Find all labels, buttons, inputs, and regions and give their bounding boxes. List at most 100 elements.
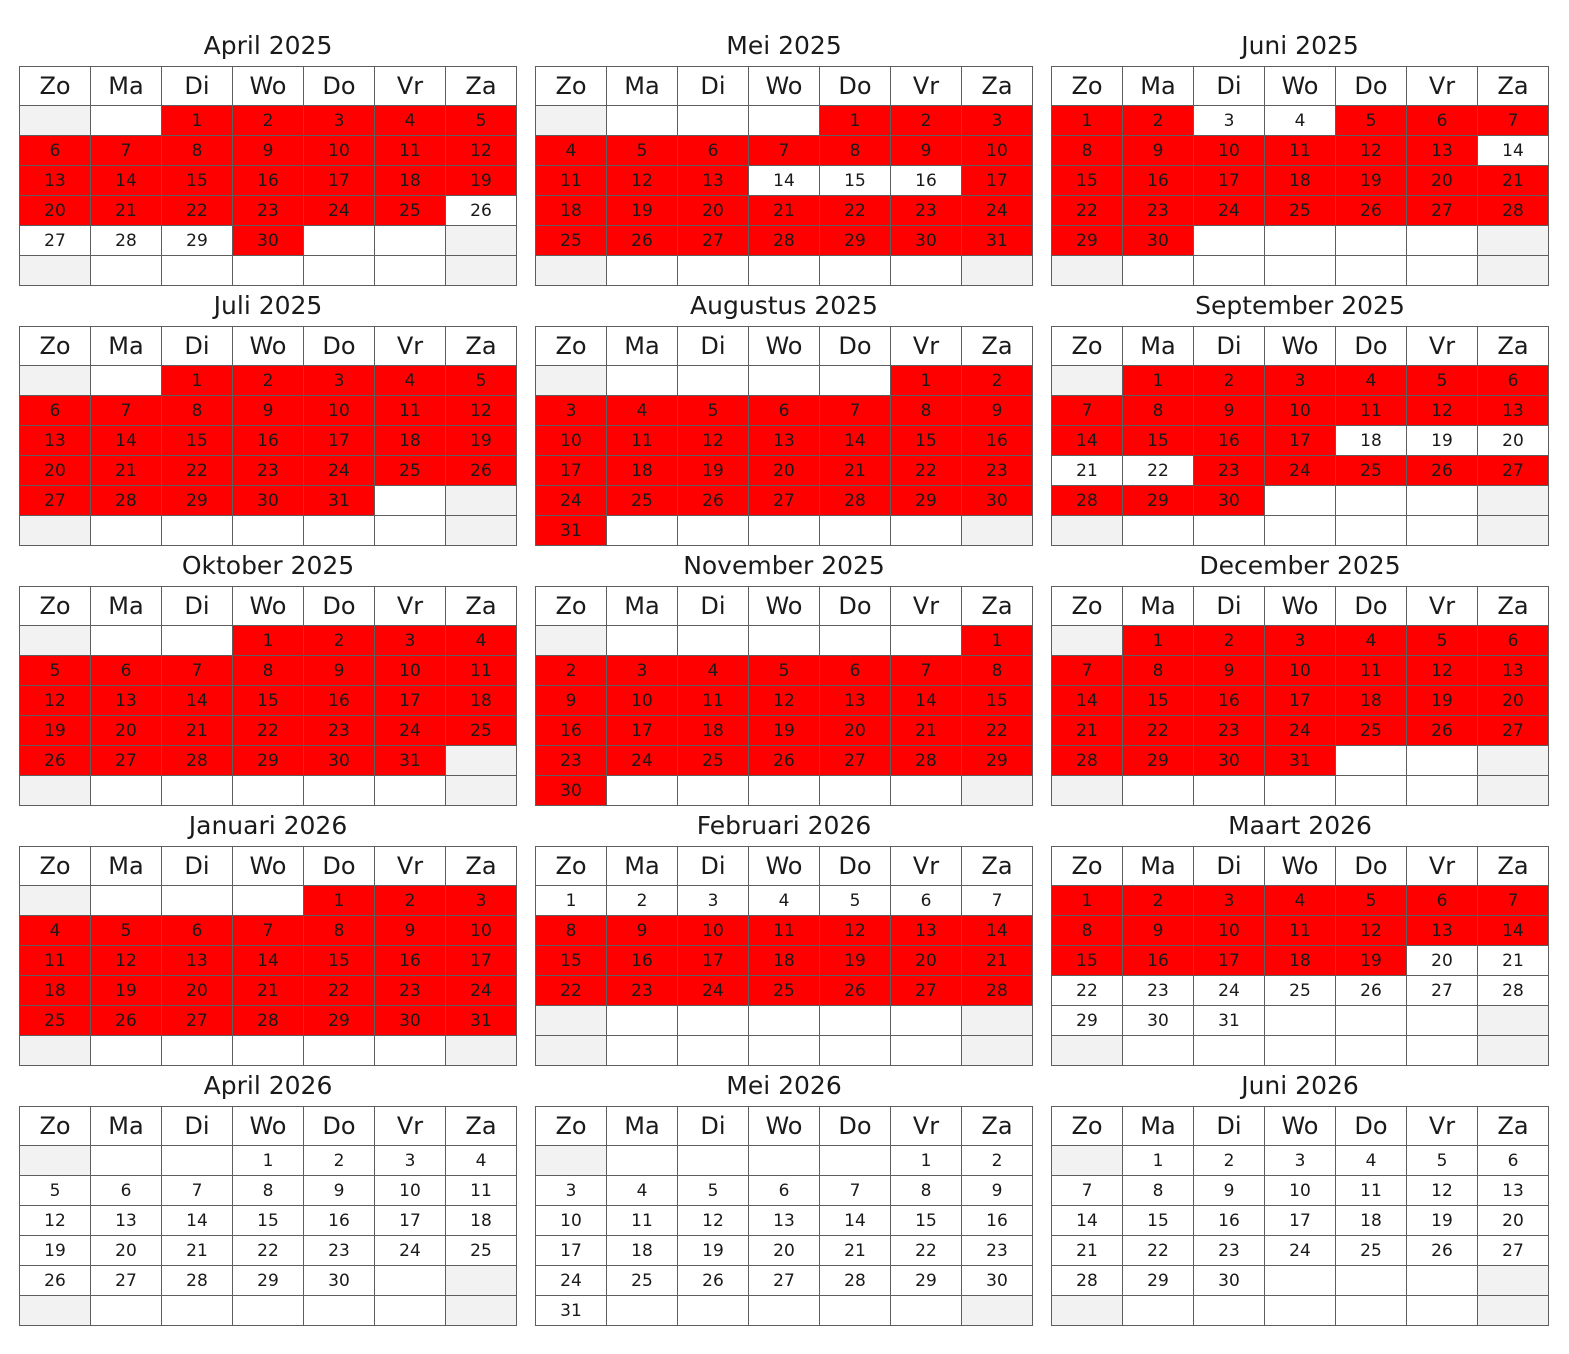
day-cell: 12 xyxy=(677,425,749,456)
day-cell: 21 xyxy=(961,945,1033,976)
day-cell: 21 xyxy=(90,195,162,226)
empty-cell xyxy=(90,775,162,806)
empty-cell xyxy=(1122,775,1194,806)
empty-cell xyxy=(890,775,962,806)
weekday-header: Vr xyxy=(1406,1106,1478,1146)
week-row: 10 11 12 13 14 15 16 xyxy=(535,425,1033,456)
empty-cell xyxy=(819,1295,891,1326)
weekday-header: Zo xyxy=(1051,66,1123,106)
day-cell: 14 xyxy=(890,685,962,716)
day-cell: 26 xyxy=(1406,1235,1478,1266)
week-row: 15 16 17 18 19 20 21 xyxy=(535,945,1033,976)
day-cell: 30 xyxy=(232,225,304,256)
day-cell: 11 xyxy=(445,1175,517,1206)
weekday-header: Za xyxy=(961,1106,1033,1146)
empty-cell xyxy=(1051,625,1123,656)
weekday-header: Vr xyxy=(1406,66,1478,106)
day-cell: 14 xyxy=(1477,915,1549,946)
weekday-header: Vr xyxy=(890,66,962,106)
empty-cell xyxy=(1193,1295,1265,1326)
empty-cell xyxy=(1264,1295,1336,1326)
day-cell: 16 xyxy=(606,945,678,976)
day-cell: 16 xyxy=(303,1205,375,1236)
weekday-header: Di xyxy=(1193,326,1265,366)
day-cell: 25 xyxy=(606,485,678,516)
empty-cell xyxy=(606,1035,678,1066)
day-cell: 31 xyxy=(961,225,1033,256)
weekday-header: Di xyxy=(161,586,233,626)
day-cell: 25 xyxy=(677,745,749,776)
day-cell: 30 xyxy=(1193,745,1265,776)
day-cell: 22 xyxy=(890,455,962,486)
day-cell: 24 xyxy=(606,745,678,776)
weekday-header: Wo xyxy=(748,326,820,366)
week-row: 17 18 19 20 21 22 23 xyxy=(535,1235,1033,1266)
day-cell: 27 xyxy=(890,975,962,1006)
day-cell: 30 xyxy=(1193,1265,1265,1296)
empty-cell xyxy=(90,515,162,546)
empty-cell xyxy=(961,1295,1033,1326)
empty-cell xyxy=(19,625,91,656)
empty-cell xyxy=(19,885,91,916)
weekday-header: Wo xyxy=(232,1106,304,1146)
day-cell: 9 xyxy=(232,395,304,426)
weekday-header: Ma xyxy=(606,66,678,106)
weekday-header: Ma xyxy=(606,586,678,626)
empty-cell xyxy=(90,1035,162,1066)
day-cell: 1 xyxy=(961,625,1033,656)
empty-cell xyxy=(303,1295,375,1326)
day-cell: 11 xyxy=(374,135,446,166)
day-cell: 20 xyxy=(19,195,91,226)
empty-cell xyxy=(1122,255,1194,286)
day-cell: 18 xyxy=(535,195,607,226)
day-cell: 27 xyxy=(1477,715,1549,746)
day-cell: 5 xyxy=(606,135,678,166)
weekday-header-row: Zo Ma Di Wo Do Vr Za xyxy=(19,326,517,366)
month-title: April 2025 xyxy=(203,31,333,60)
weekday-header: Za xyxy=(445,1106,517,1146)
day-cell: 7 xyxy=(232,915,304,946)
day-cell: 16 xyxy=(232,165,304,196)
day-cell: 8 xyxy=(303,915,375,946)
week-row: 12 13 14 15 16 17 18 xyxy=(19,685,517,716)
day-cell: 2 xyxy=(535,655,607,686)
day-cell: 17 xyxy=(303,165,375,196)
month-calendar: Mei 2026 Zo Ma Di Wo Do Vr Za 1 2 3 4 5 6 7 8 9 10 11 12 13 1… xyxy=(535,1066,1033,1326)
day-cell: 28 xyxy=(1051,485,1123,516)
month-calendar: Augustus 2025 Zo Ma Di Wo Do Vr Za 1 2 3 4 5 6 7 8 9 10 11… xyxy=(535,286,1033,546)
week-row xyxy=(1051,515,1549,546)
day-cell: 28 xyxy=(1477,195,1549,226)
day-cell: 26 xyxy=(1406,455,1478,486)
day-cell: 3 xyxy=(1264,625,1336,656)
weekday-header: Vr xyxy=(890,846,962,886)
day-cell: 6 xyxy=(748,1175,820,1206)
day-cell: 19 xyxy=(748,715,820,746)
empty-cell xyxy=(161,255,233,286)
week-row: 22 23 24 25 26 27 28 xyxy=(1051,975,1549,1006)
weekday-header-row: Zo Ma Di Wo Do Vr Za xyxy=(1051,846,1549,886)
day-cell: 26 xyxy=(819,975,891,1006)
month-title: April 2026 xyxy=(203,1071,333,1100)
day-cell: 10 xyxy=(1264,655,1336,686)
day-cell: 19 xyxy=(1335,945,1407,976)
day-cell: 4 xyxy=(445,625,517,656)
week-row: 11 12 13 14 15 16 17 xyxy=(535,165,1033,196)
week-row: 4 5 6 7 8 9 10 xyxy=(535,135,1033,166)
day-cell: 26 xyxy=(606,225,678,256)
day-cell: 8 xyxy=(232,1175,304,1206)
week-row: 7 8 9 10 11 12 13 xyxy=(1051,655,1549,686)
day-cell: 24 xyxy=(1264,1235,1336,1266)
day-cell: 27 xyxy=(1477,1235,1549,1266)
day-cell: 21 xyxy=(819,1235,891,1266)
empty-cell xyxy=(535,255,607,286)
weekday-header: Di xyxy=(161,326,233,366)
week-row: 9 10 11 12 13 14 15 xyxy=(535,685,1033,716)
empty-cell xyxy=(1051,515,1123,546)
weekday-header-row: Zo Ma Di Wo Do Vr Za xyxy=(1051,586,1549,626)
empty-cell xyxy=(1264,485,1336,516)
empty-cell xyxy=(1477,745,1549,776)
month-title: Augustus 2025 xyxy=(690,291,878,320)
empty-cell xyxy=(1335,1295,1407,1326)
